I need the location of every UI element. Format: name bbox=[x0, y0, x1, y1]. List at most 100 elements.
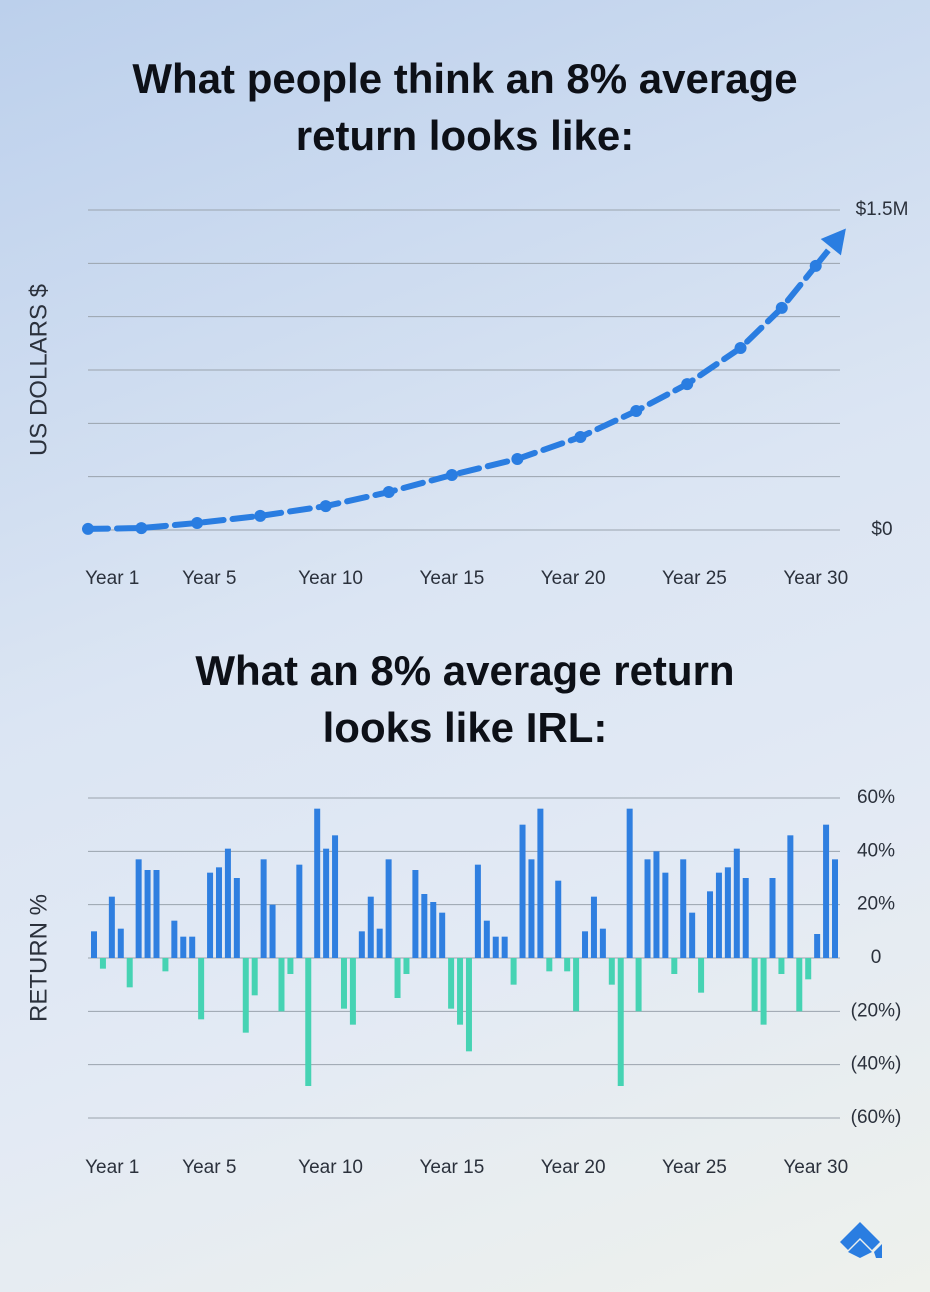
point bbox=[82, 522, 94, 535]
y-tick-label: (60%) bbox=[851, 1107, 902, 1128]
chart-title: What people think an 8% average return l… bbox=[132, 55, 798, 159]
bar bbox=[778, 958, 785, 974]
bar bbox=[707, 891, 714, 958]
bar bbox=[689, 912, 696, 958]
x-tick-label: Year 30 bbox=[783, 568, 848, 589]
bar bbox=[608, 958, 615, 985]
chart-title: What an 8% average return looks like IRL… bbox=[195, 647, 735, 751]
bar bbox=[805, 958, 812, 980]
bar bbox=[349, 958, 356, 1025]
line bbox=[85, 262, 819, 532]
x-tick-label: Year 5 bbox=[182, 568, 236, 589]
bar bbox=[189, 936, 196, 958]
x-tick-label: Year 25 bbox=[662, 1157, 727, 1178]
x-tick-label: Year 15 bbox=[419, 1157, 484, 1178]
bar bbox=[832, 859, 838, 958]
bar bbox=[671, 958, 678, 974]
bar bbox=[733, 848, 740, 958]
y-tick-label: 60% bbox=[857, 787, 895, 808]
bar bbox=[528, 859, 535, 958]
bar bbox=[519, 824, 526, 958]
x-tick-label: Year 30 bbox=[783, 1157, 848, 1178]
bar bbox=[582, 931, 589, 958]
bar bbox=[278, 958, 285, 1012]
bar bbox=[483, 920, 490, 958]
y-tick-label: $1.5M bbox=[856, 199, 909, 220]
bar bbox=[153, 870, 160, 958]
x-tick-label: Year 20 bbox=[541, 1157, 606, 1178]
bar bbox=[439, 912, 446, 958]
bar bbox=[421, 894, 428, 958]
bar bbox=[269, 904, 276, 958]
point bbox=[382, 486, 395, 499]
arrow-head bbox=[820, 228, 846, 256]
bar bbox=[251, 958, 258, 996]
y-axis-label: US DOLLARS $ bbox=[25, 284, 52, 456]
bar bbox=[635, 958, 642, 1012]
bar bbox=[198, 958, 205, 1020]
point bbox=[734, 342, 747, 355]
bar bbox=[358, 931, 365, 958]
bar bbox=[135, 859, 142, 958]
y-tick-label: 20% bbox=[857, 894, 895, 915]
bar bbox=[180, 936, 187, 958]
bar bbox=[653, 851, 660, 958]
x-tick-label: Year 5 bbox=[182, 1157, 236, 1178]
bar bbox=[99, 958, 106, 969]
y-tick-label: (40%) bbox=[851, 1054, 902, 1075]
bar bbox=[108, 896, 115, 958]
x-tick-label: Year 1 bbox=[85, 568, 139, 589]
bar bbox=[564, 958, 571, 972]
bar bbox=[367, 896, 374, 958]
bar bbox=[385, 859, 392, 958]
bar bbox=[465, 958, 472, 1052]
bar bbox=[760, 958, 767, 1025]
bar bbox=[287, 958, 294, 974]
bar bbox=[224, 848, 231, 958]
bar bbox=[510, 958, 517, 985]
bar bbox=[215, 867, 222, 958]
bar bbox=[492, 936, 499, 958]
bar bbox=[403, 958, 410, 974]
bar bbox=[126, 958, 133, 988]
bar bbox=[162, 958, 169, 972]
point bbox=[574, 430, 587, 443]
y-tick-label: 0 bbox=[871, 947, 882, 968]
bar bbox=[680, 859, 687, 958]
bar bbox=[296, 864, 303, 958]
bar bbox=[662, 872, 669, 958]
x-tick-label: Year 10 bbox=[298, 1157, 363, 1178]
bar bbox=[644, 859, 651, 958]
bar bbox=[617, 958, 624, 1086]
y-tick-label: 40% bbox=[857, 840, 895, 861]
bar bbox=[626, 808, 633, 958]
point bbox=[511, 452, 524, 465]
x-tick-label: Year 20 bbox=[541, 568, 606, 589]
bar bbox=[207, 872, 214, 958]
bar bbox=[144, 870, 151, 958]
bar bbox=[823, 824, 830, 958]
bar bbox=[555, 880, 562, 958]
bar bbox=[117, 928, 124, 958]
bar bbox=[715, 872, 722, 958]
bar bbox=[599, 928, 606, 958]
bar bbox=[501, 936, 508, 958]
x-tick-label: Year 15 bbox=[419, 568, 484, 589]
point bbox=[254, 509, 267, 522]
bar bbox=[394, 958, 401, 998]
bar bbox=[171, 920, 178, 958]
bar bbox=[260, 859, 267, 958]
y-tick-label: (20%) bbox=[851, 1000, 902, 1021]
point bbox=[445, 468, 458, 481]
bar bbox=[233, 878, 240, 958]
bar bbox=[376, 928, 383, 958]
point bbox=[809, 259, 822, 272]
bar bbox=[457, 958, 464, 1025]
bar bbox=[590, 896, 597, 958]
x-tick-label: Year 10 bbox=[298, 568, 363, 589]
point bbox=[135, 522, 148, 535]
point bbox=[681, 378, 694, 391]
bar bbox=[546, 958, 553, 972]
point bbox=[319, 500, 332, 513]
